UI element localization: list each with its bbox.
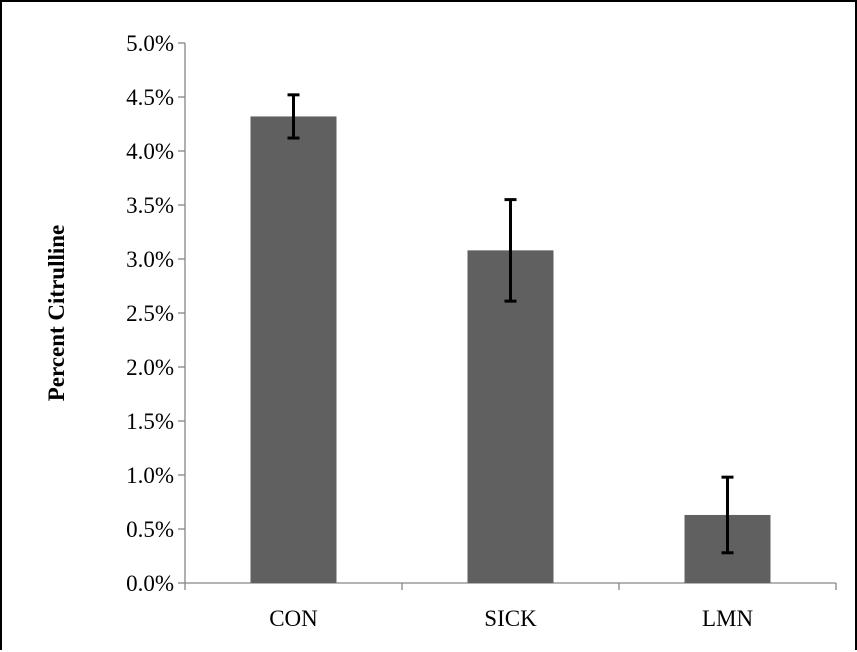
y-axis-title: Percent Citrulline — [44, 225, 69, 402]
y-ticks — [178, 42, 185, 584]
y-tick-label: 2.5% — [126, 301, 174, 326]
y-tick-label: 0.5% — [126, 517, 174, 542]
x-tick-labels: CON SICK LMN — [269, 606, 753, 631]
x-tick-label-lmn: LMN — [702, 606, 754, 631]
y-tick-label: 3.0% — [126, 247, 174, 272]
y-tick-label: 3.5% — [126, 193, 174, 218]
y-tick-label: 1.5% — [126, 409, 174, 434]
y-tick-label: 1.0% — [126, 463, 174, 488]
y-tick-labels: 0.0% 0.5% 1.0% 1.5% 2.0% 2.5% 3.0% 3.5% 4.0% 4.5%… — [126, 31, 174, 596]
x-tick-label-sick: SICK — [484, 606, 537, 631]
y-tick-label: 4.0% — [126, 139, 174, 164]
y-tick-label: 2.0% — [126, 355, 174, 380]
y-tick-label: 0.0% — [126, 571, 174, 596]
bar-con — [250, 116, 337, 583]
error-bars — [287, 93, 734, 555]
x-ticks — [184, 583, 837, 590]
error-bar-sick — [504, 198, 517, 303]
bars — [250, 116, 771, 584]
x-tick-label-con: CON — [269, 606, 318, 631]
y-tick-label: 5.0% — [126, 31, 174, 56]
error-bar-lmn — [721, 475, 734, 555]
error-bar-con — [287, 93, 300, 140]
y-tick-label: 4.5% — [126, 85, 174, 110]
bar-sick — [467, 250, 554, 584]
